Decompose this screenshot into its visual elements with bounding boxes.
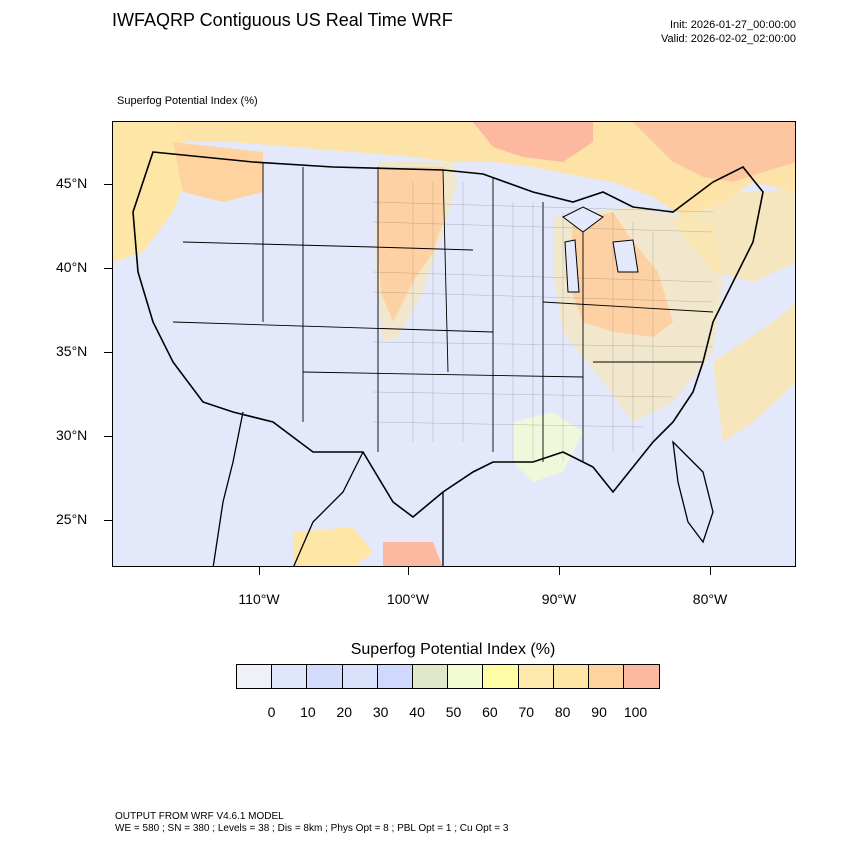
lat-tick <box>104 184 112 185</box>
east-halo <box>553 207 723 422</box>
legend-label: 20 <box>336 704 353 720</box>
mexico-outline <box>212 411 444 566</box>
lat-label-35: 35°N <box>56 343 88 359</box>
ontario-hotspot <box>633 122 795 182</box>
lat-label-30: 30°N <box>56 427 88 443</box>
legend-colorbar <box>236 664 661 689</box>
florida-outline <box>672 440 714 544</box>
county-borders <box>372 182 714 462</box>
model-config: WE = 580 ; SN = 380 ; Levels = 38 ; Dis … <box>115 823 509 834</box>
legend-label: 70 <box>518 704 535 720</box>
lake-huron <box>612 239 639 273</box>
legend-swatch <box>237 665 273 688</box>
lon-tick <box>559 567 560 575</box>
map-title: IWFAQRP Contiguous US Real Time WRF <box>112 10 453 30</box>
north-hotspot <box>473 122 593 162</box>
legend-swatch <box>624 665 660 688</box>
canada-shading <box>113 122 795 217</box>
lon-label-100w: 100°W <box>386 591 430 607</box>
lon-label-80w: 80°W <box>692 591 728 607</box>
valid-time: Valid: 2026-02-02_02:00:00 <box>661 33 796 45</box>
lon-tick <box>408 567 409 575</box>
map-canvas <box>113 122 795 566</box>
pacific-shading <box>113 122 193 262</box>
legend-label: 100 <box>623 704 648 720</box>
legend-swatch <box>448 665 484 688</box>
lon-label-90w: 90°W <box>541 591 577 607</box>
map-panel <box>112 121 796 567</box>
lake-superior <box>562 206 604 233</box>
mexico-hotspot-east <box>383 542 443 566</box>
lat-label-40: 40°N <box>56 259 88 275</box>
lake-michigan <box>564 239 580 293</box>
lat-tick <box>104 352 112 353</box>
lon-label-110w: 110°W <box>238 591 280 607</box>
gulf-band <box>513 412 583 482</box>
northeast-shading <box>673 182 795 282</box>
lon-tick <box>259 567 260 575</box>
legend-swatch <box>588 665 625 688</box>
legend-swatch <box>272 665 308 688</box>
lat-label-45: 45°N <box>56 175 88 191</box>
legend-label: 0 <box>267 704 276 720</box>
legend-swatch <box>553 665 589 688</box>
plains-halo <box>375 162 458 342</box>
atlantic-band <box>713 303 795 442</box>
legend-swatch <box>342 665 378 688</box>
lat-tick <box>104 436 112 437</box>
legend-label: 50 <box>445 704 462 720</box>
us-outline <box>132 151 764 519</box>
mexico-hotspot-west <box>293 527 373 566</box>
legend-label: 90 <box>591 704 607 720</box>
state-borders <box>172 162 714 462</box>
legend-swatch <box>307 665 343 688</box>
lat-label-25: 25°N <box>56 511 88 527</box>
legend-label: 60 <box>482 704 498 720</box>
field-label: Superfog Potential Index (%) <box>117 95 258 107</box>
legend-label: 30 <box>372 704 389 720</box>
lat-tick <box>104 520 112 521</box>
lat-tick <box>104 268 112 269</box>
legend-swatch <box>377 665 413 688</box>
legend-label: 10 <box>300 704 316 720</box>
legend-swatch <box>412 665 449 688</box>
lon-tick <box>710 567 711 575</box>
legend-label: 40 <box>409 704 425 720</box>
legend-swatch <box>518 665 554 688</box>
model-info: OUTPUT FROM WRF V4.6.1 MODEL <box>115 811 284 822</box>
legend-title: Superfog Potential Index (%) <box>350 641 556 658</box>
legend-swatch <box>483 665 519 688</box>
legend-label: 80 <box>554 704 571 720</box>
init-time: Init: 2026-01-27_00:00:00 <box>670 19 796 31</box>
